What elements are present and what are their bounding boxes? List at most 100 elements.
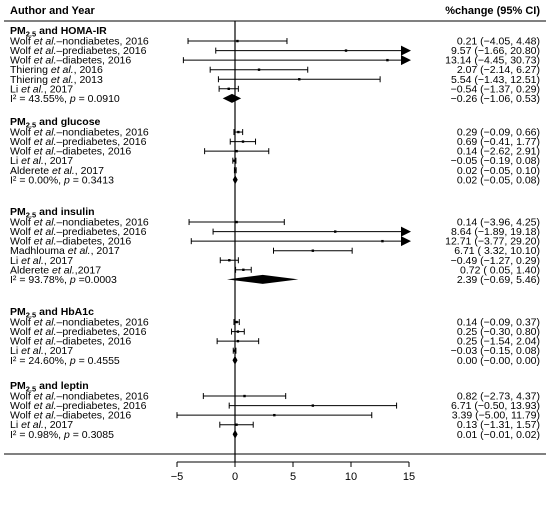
group-title: PM2.5 and insulin: [10, 206, 95, 220]
study-ci-text: 0.69 (−0.41, 1.77): [457, 136, 540, 148]
heterogeneity-label: I² = 24.60%, p = 0.4555: [10, 355, 120, 367]
x-tick-label: 5: [290, 471, 296, 483]
study-ci-text: 5.54 (−1.43, 12.51): [451, 74, 540, 86]
study-label: Wolf et al.–nondiabetes, 2016: [10, 127, 149, 139]
point-estimate: [236, 39, 239, 43]
heterogeneity-label: I² = 0.98%, p = 0.3085: [10, 429, 114, 441]
study-ci-text: 2.07 (−2.14, 6.27): [457, 64, 540, 76]
summary-ci-text: 0.02 (−0.05, 0.08): [457, 174, 540, 186]
point-estimate: [234, 169, 237, 172]
study-ci-text: −0.05 (−0.19, 0.08): [451, 155, 540, 167]
summary-diamond: [232, 355, 238, 365]
x-axis: −5 0 5 10 15: [171, 461, 415, 483]
point-estimate: [227, 87, 230, 90]
study-label: Wolf et al.–prediabetes, 2016: [10, 136, 147, 148]
summary-diamond: [226, 274, 299, 284]
group-title: PM2.5 and HbA1c: [10, 306, 94, 320]
point-estimate: [228, 259, 231, 262]
study-label: Wolf et al.–prediabetes, 2016: [10, 45, 147, 57]
study-label: Wolf et al.–prediabetes, 2016: [10, 226, 147, 238]
summary-ci-text: −0.26 (−1.06, 0.53): [451, 93, 540, 105]
study-label: Alderete et al., 2017: [10, 165, 104, 177]
study-label: Li et al., 2017: [10, 255, 73, 267]
study-ci-text: 9.57 (−1.66, 20.80): [451, 45, 540, 57]
point-estimate: [242, 268, 245, 271]
point-estimate: [298, 78, 301, 81]
heterogeneity-label: I² = 0.00%, p = 0.3413: [10, 174, 114, 186]
study-ci-text: 0.13 (−1.31, 1.57): [457, 419, 540, 431]
study-label: Wolf et al.–nondiabetes, 2016: [10, 217, 149, 229]
study-label: Li et al., 2017: [10, 419, 73, 431]
study-label: Li et al., 2017: [10, 155, 73, 167]
point-estimate: [273, 413, 276, 417]
study-label: Li et al., 2017: [10, 345, 73, 357]
heterogeneity-label: I² = 43.55%, p = 0.0910: [10, 93, 120, 105]
point-estimate: [243, 394, 246, 398]
summary-ci-text: 2.39 (−0.69, 5.46): [457, 274, 540, 286]
point-estimate: [257, 68, 261, 71]
ci-arrow-right: [401, 55, 411, 66]
study-ci-text: 8.64 (−1.89, 19.18): [451, 226, 540, 238]
ci-arrow-right: [401, 236, 411, 247]
column-header-effect: %change (95% CI): [445, 5, 540, 17]
study-ci-text: 6.71 ( 3.32, 10.10): [454, 245, 540, 257]
group-title: PM2.5 and glucose: [10, 116, 101, 130]
study-label: Wolf et al.–diabetes, 2016: [10, 236, 131, 248]
study-ci-text: 13.14 (−4.45, 30.73): [445, 55, 540, 67]
study-ci-text: 0.14 (−2.62, 2.91): [457, 146, 540, 158]
study-ci-text: 3.39 (−5.00, 11.79): [452, 410, 540, 422]
heterogeneity-label: I² = 93.78%, p =0.0003: [10, 274, 117, 286]
ci-arrow-right: [401, 45, 411, 56]
study-label: Wolf et al.–diabetes, 2016: [10, 410, 131, 422]
x-tick-label: 15: [403, 471, 415, 483]
x-tick-label: 10: [345, 471, 357, 483]
study-ci-text: 0.82 (−2.73, 4.37): [457, 391, 540, 403]
summary-diamond: [222, 93, 242, 103]
group-title: PM2.5 and leptin: [10, 380, 89, 394]
point-estimate: [381, 239, 384, 243]
point-estimate: [233, 349, 236, 352]
study-ci-text: 0.25 (−1.54, 2.04): [457, 336, 540, 348]
study-label: Alderete et al.,2017: [10, 264, 101, 276]
point-estimate: [311, 404, 315, 407]
point-estimate: [241, 140, 245, 143]
study-ci-text: −0.03 (−0.15, 0.08): [451, 345, 540, 357]
study-label: Wolf et al.–diabetes, 2016: [10, 336, 131, 348]
point-estimate: [334, 230, 337, 233]
study-ci-text: 6.71 (−0.50, 13.93): [451, 400, 540, 412]
point-estimate: [233, 159, 236, 162]
summary-diamond: [232, 429, 238, 439]
study-label: Wolf et al.–nondiabetes, 2016: [10, 317, 149, 329]
x-tick-label: 0: [232, 471, 238, 483]
study-ci-text: 0.72 ( 0.05, 1.40): [460, 264, 540, 276]
point-estimate: [236, 339, 240, 343]
point-estimate: [311, 249, 315, 252]
study-label: Wolf et al.–diabetes, 2016: [10, 146, 131, 158]
point-estimate: [235, 423, 238, 426]
study-label: Madhlouma et al., 2017: [10, 245, 120, 257]
study-ci-text: −0.54 (−1.37, 0.29): [451, 83, 540, 95]
summary-ci-text: 0.01 (−0.01, 0.02): [457, 429, 540, 441]
study-ci-text: 0.25 (−0.30, 0.80): [457, 326, 540, 338]
study-ci-text: 12.71 (−3.77, 29.20): [445, 236, 540, 248]
summary-ci-text: 0.00 (−0.00, 0.00): [457, 355, 540, 367]
summary-diamond: [232, 175, 238, 185]
study-ci-text: 0.29 (−0.09, 0.66): [457, 127, 540, 139]
point-estimate: [386, 58, 389, 62]
study-label: Thiering et al., 2013: [10, 74, 103, 86]
group-title: PM2.5 and HOMA-IR: [10, 25, 107, 39]
study-ci-text: 0.14 (−3.96, 4.25): [457, 217, 540, 229]
point-estimate: [236, 330, 240, 333]
point-estimate: [237, 130, 240, 134]
point-estimate: [344, 49, 348, 52]
point-estimate: [235, 220, 238, 224]
study-label: Thiering et al., 2016: [10, 64, 103, 76]
study-ci-text: −0.49 (−1.27, 0.29): [451, 255, 540, 267]
study-label: Wolf et al.–nondiabetes, 2016: [10, 36, 149, 48]
study-label: Li et al., 2017: [10, 83, 73, 95]
x-tick-label: −5: [171, 471, 184, 483]
point-estimate: [235, 149, 238, 153]
